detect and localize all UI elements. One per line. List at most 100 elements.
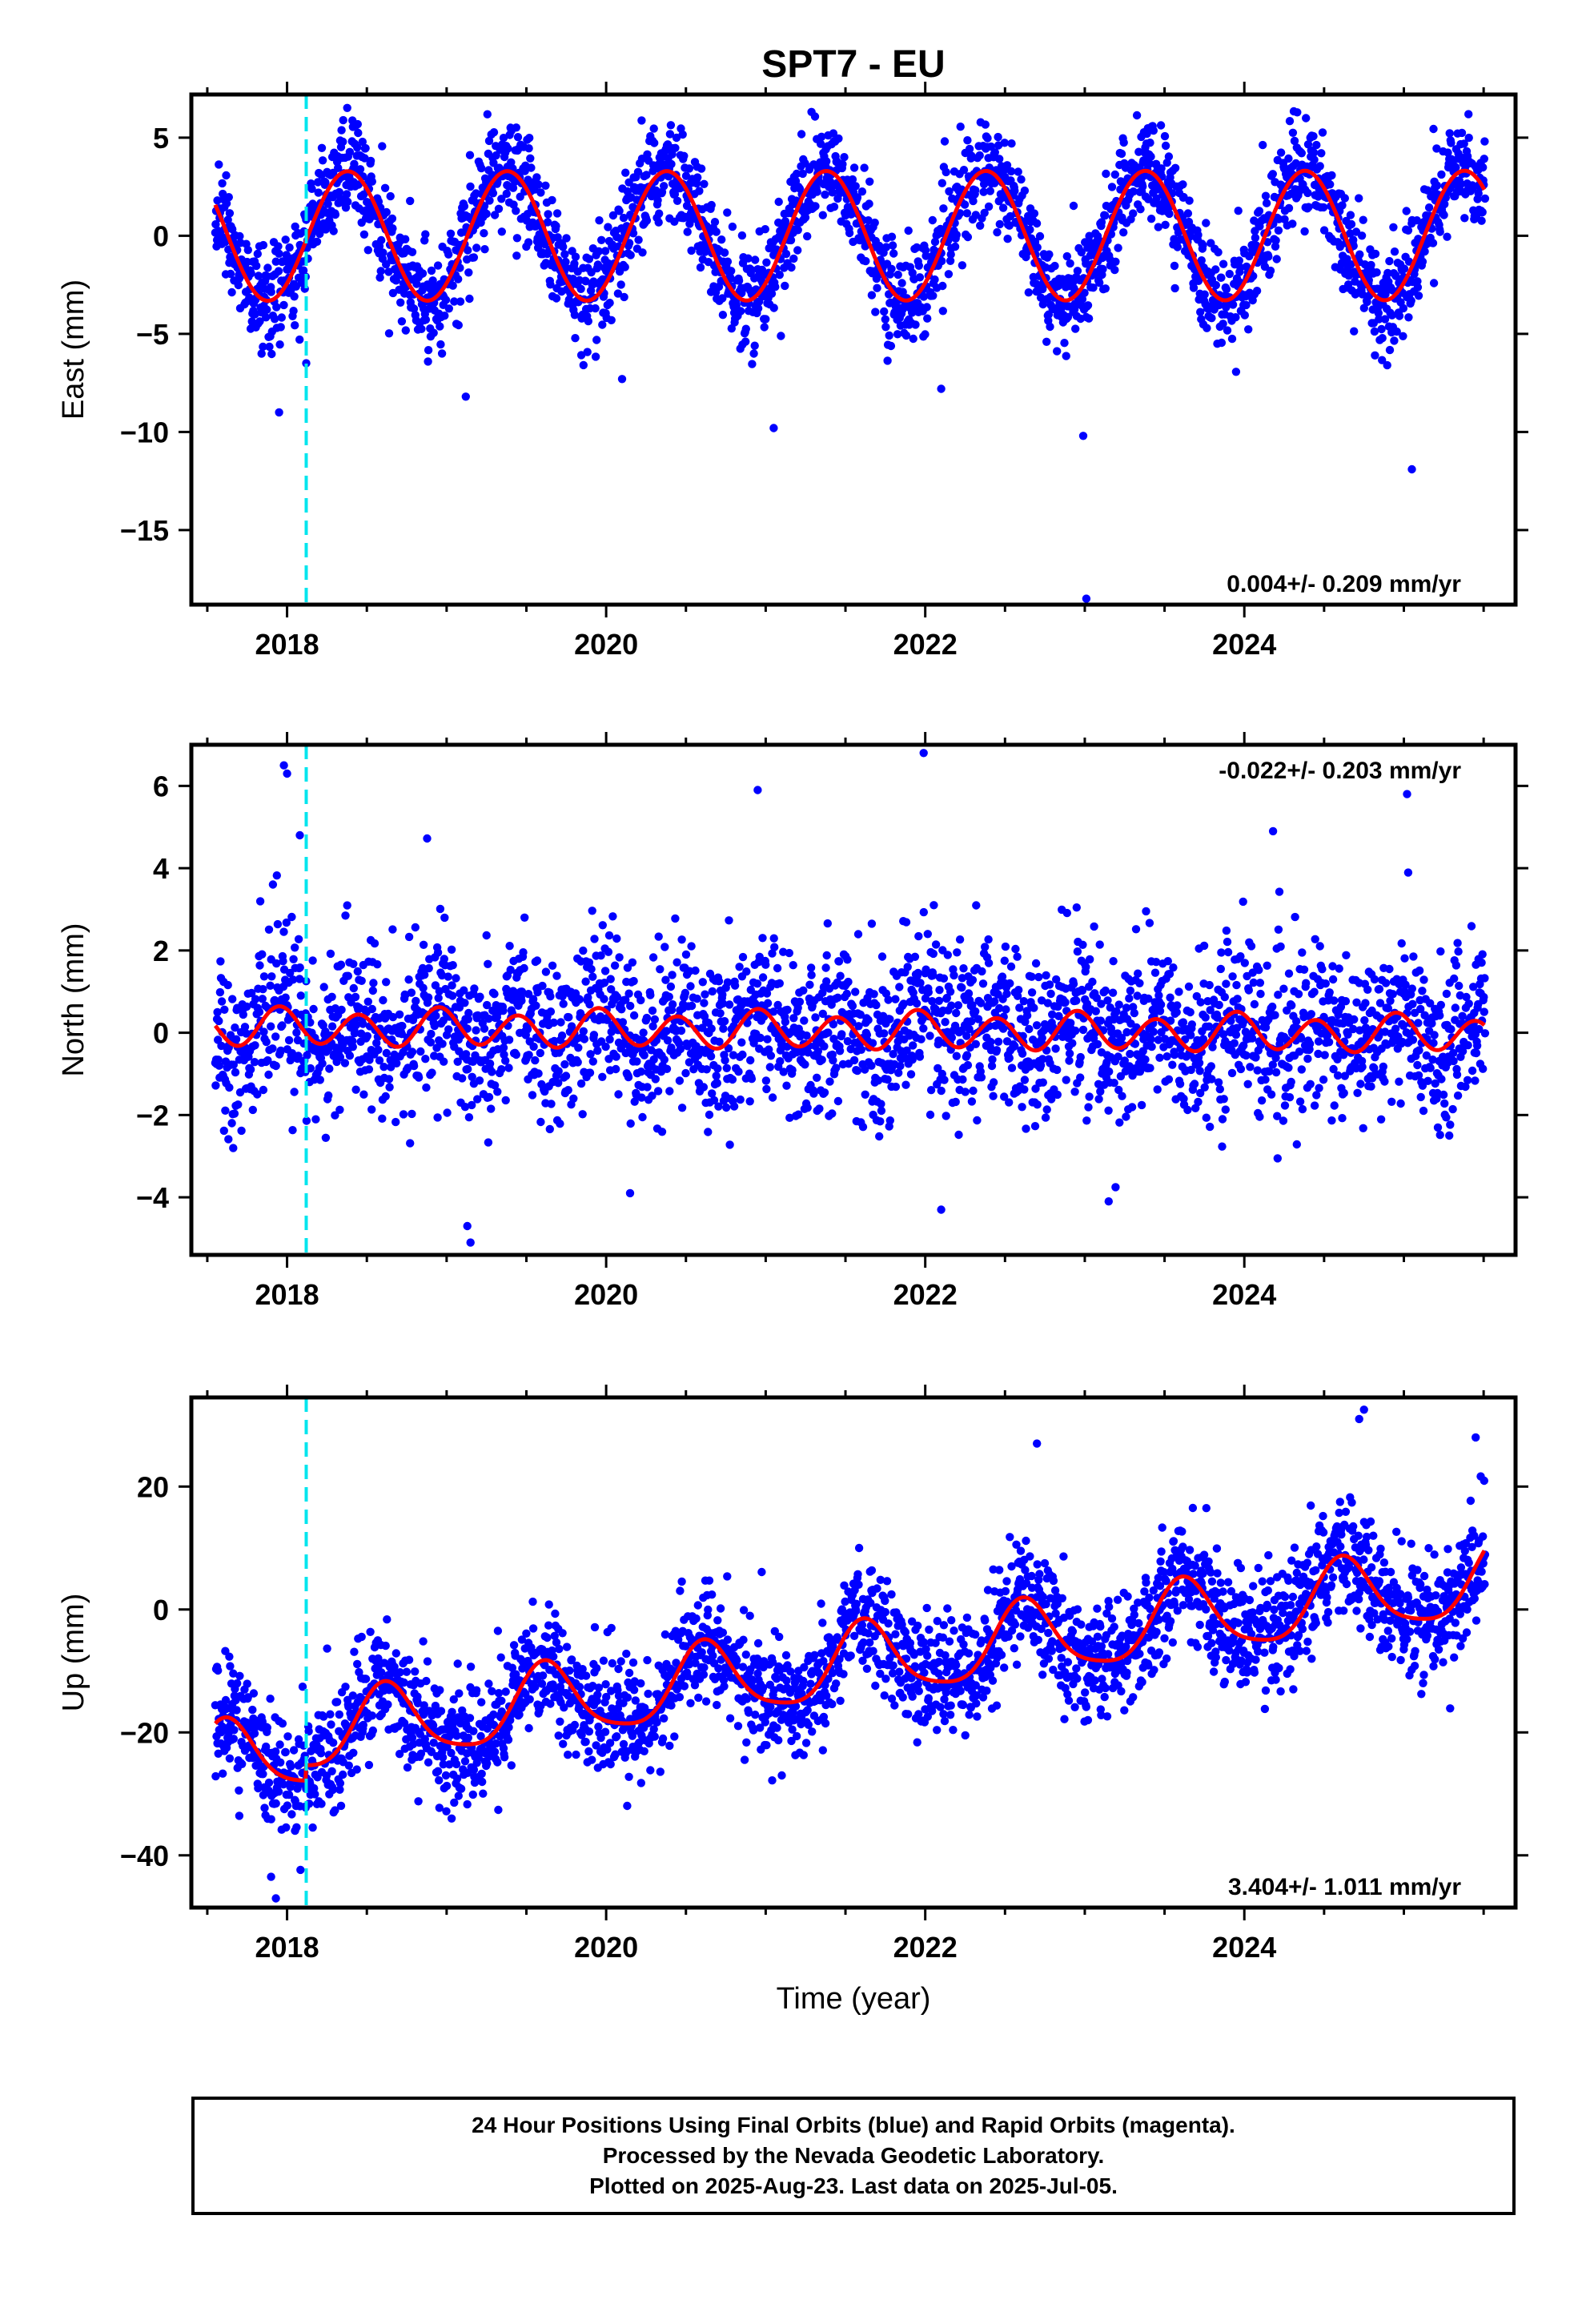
data-point bbox=[482, 931, 491, 940]
data-point bbox=[994, 132, 1002, 142]
data-point bbox=[650, 1015, 659, 1024]
data-point bbox=[302, 1116, 311, 1125]
data-point bbox=[1011, 944, 1020, 954]
data-point bbox=[1378, 334, 1387, 343]
data-point bbox=[1135, 979, 1144, 988]
data-point bbox=[274, 267, 283, 275]
data-point bbox=[291, 943, 299, 952]
data-point bbox=[353, 143, 362, 152]
data-point bbox=[588, 907, 596, 915]
data-point bbox=[1022, 1011, 1032, 1020]
data-point bbox=[545, 1124, 554, 1134]
data-point bbox=[676, 1044, 685, 1054]
data-point bbox=[1480, 155, 1489, 163]
data-point bbox=[616, 280, 625, 289]
data-point bbox=[306, 1063, 315, 1073]
data-point bbox=[313, 178, 323, 187]
data-point bbox=[1218, 1142, 1227, 1151]
y-axis-title: East (mm) bbox=[57, 279, 90, 420]
data-point bbox=[673, 196, 682, 205]
data-point bbox=[1284, 154, 1293, 163]
data-point bbox=[1194, 231, 1203, 239]
data-point bbox=[698, 978, 707, 987]
data-point bbox=[867, 919, 877, 928]
data-point bbox=[849, 163, 859, 172]
data-point bbox=[448, 281, 457, 290]
data-point bbox=[995, 219, 1005, 229]
data-point bbox=[1227, 334, 1237, 344]
data-point bbox=[456, 263, 464, 272]
data-point bbox=[288, 1126, 297, 1135]
data-point bbox=[444, 972, 452, 981]
data-point bbox=[512, 123, 520, 132]
data-point bbox=[257, 349, 266, 358]
data-point bbox=[924, 987, 934, 997]
data-point bbox=[1288, 219, 1297, 228]
data-point bbox=[952, 1008, 961, 1018]
data-point bbox=[1385, 345, 1395, 355]
data-point bbox=[382, 1048, 391, 1058]
data-point bbox=[218, 179, 227, 188]
data-point bbox=[375, 273, 384, 282]
data-point bbox=[877, 1100, 885, 1108]
data-point bbox=[626, 251, 635, 259]
data-point bbox=[247, 988, 256, 998]
data-point bbox=[1195, 1067, 1204, 1076]
data-point bbox=[921, 251, 930, 260]
data-point bbox=[502, 189, 511, 199]
outlier-point bbox=[461, 392, 470, 401]
data-point bbox=[811, 202, 820, 211]
data-point bbox=[291, 321, 299, 330]
data-point bbox=[406, 1139, 415, 1148]
data-point bbox=[469, 253, 479, 262]
data-point bbox=[961, 1088, 970, 1096]
data-point bbox=[1271, 236, 1280, 245]
data-point bbox=[727, 324, 736, 333]
data-point bbox=[1228, 972, 1237, 981]
data-point bbox=[768, 949, 777, 958]
data-point bbox=[1232, 980, 1241, 990]
data-point bbox=[723, 978, 733, 987]
data-point bbox=[870, 218, 879, 227]
data-point bbox=[1480, 137, 1489, 146]
data-point bbox=[440, 955, 448, 963]
data-point bbox=[436, 340, 445, 349]
data-point bbox=[380, 183, 390, 192]
data-point bbox=[1042, 971, 1050, 980]
data-point bbox=[719, 1024, 728, 1033]
data-point bbox=[921, 330, 930, 339]
data-point bbox=[600, 979, 609, 987]
data-point bbox=[351, 1085, 360, 1094]
data-point bbox=[1152, 194, 1161, 203]
data-point bbox=[976, 221, 985, 230]
data-point bbox=[552, 971, 561, 980]
data-point bbox=[782, 1081, 791, 1090]
data-point bbox=[607, 316, 616, 324]
data-point bbox=[805, 980, 814, 989]
data-point bbox=[468, 1072, 476, 1082]
data-point bbox=[624, 1072, 633, 1082]
data-point bbox=[853, 193, 862, 202]
data-point bbox=[433, 261, 443, 270]
data-point bbox=[899, 999, 908, 1008]
data-point bbox=[809, 1089, 818, 1098]
data-point bbox=[398, 1022, 407, 1031]
data-point bbox=[946, 250, 955, 259]
data-point bbox=[1231, 368, 1241, 376]
data-point bbox=[1255, 1112, 1264, 1121]
data-point bbox=[720, 248, 729, 257]
data-point bbox=[771, 283, 780, 292]
data-point bbox=[335, 1105, 344, 1115]
data-point bbox=[1187, 1020, 1197, 1029]
data-point bbox=[952, 1051, 962, 1060]
data-point bbox=[392, 1059, 401, 1068]
data-point bbox=[926, 1031, 934, 1040]
data-point bbox=[868, 1039, 877, 1047]
data-point bbox=[983, 134, 992, 143]
data-point bbox=[741, 337, 750, 346]
data-point bbox=[710, 218, 720, 227]
data-point bbox=[1309, 148, 1319, 157]
data-point bbox=[1243, 1080, 1252, 1089]
data-point bbox=[797, 130, 806, 139]
data-point bbox=[963, 1060, 973, 1070]
